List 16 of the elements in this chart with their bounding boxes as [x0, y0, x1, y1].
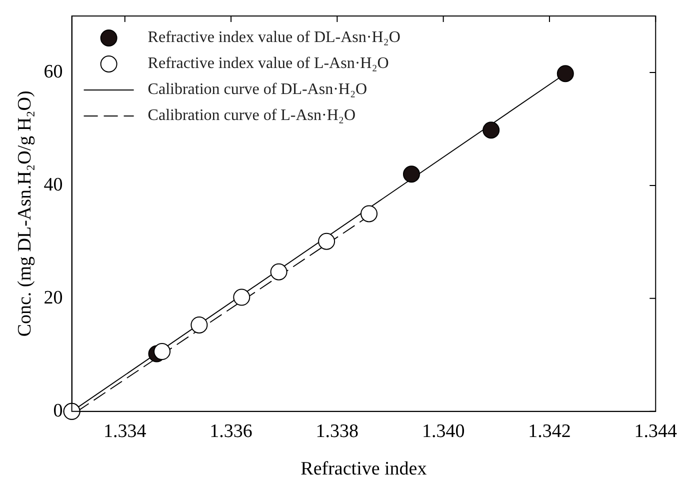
legend-label: Calibration curve of DL-Asn·H₂O — [148, 81, 368, 98]
x-tick-label: 1.338 — [316, 420, 359, 442]
x-tick-label: 1.344 — [634, 420, 678, 442]
x-tick-label: 1.334 — [104, 420, 147, 442]
x-tick-label: 1.342 — [528, 420, 571, 442]
x-tick-label: 1.340 — [422, 420, 465, 442]
legend-label: Calibration curve of L-Asn·H₂O — [148, 107, 356, 124]
x-axis-title: Refractive index — [300, 458, 428, 480]
y-tick-label: 40 — [44, 174, 63, 196]
legend-label: Refractive index value of L-Asn·H₂O — [148, 55, 389, 72]
legend-label: Refractive index value of DL-Asn·H₂O — [148, 29, 400, 46]
x-tick-label: 1.336 — [210, 420, 252, 442]
y-tick-label: 0 — [53, 400, 63, 422]
y-axis-title: Conc. (mg DL-Asn.H₂O/g H₂O) — [14, 90, 36, 337]
y-tick-label: 60 — [44, 61, 63, 82]
y-tick-label: 20 — [44, 287, 63, 308]
